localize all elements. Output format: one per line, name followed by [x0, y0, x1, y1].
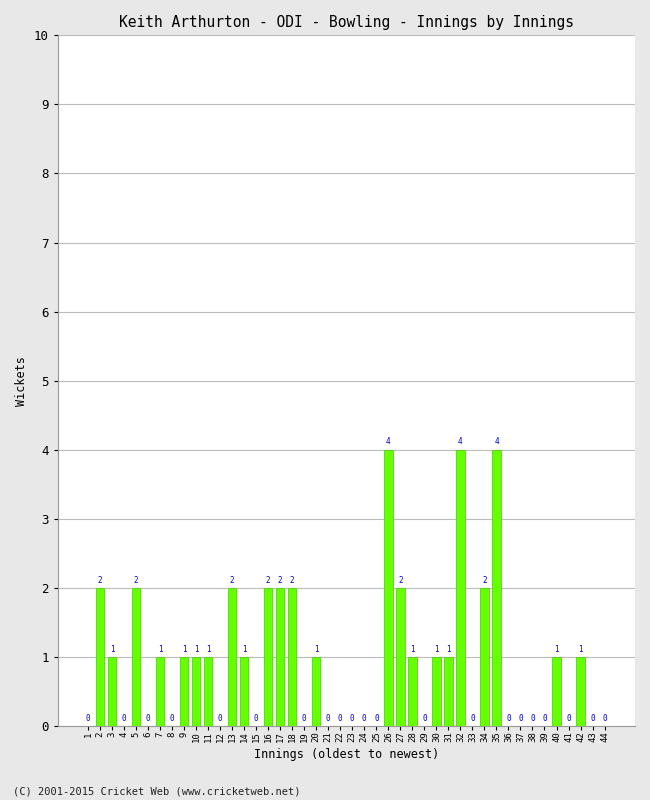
Bar — [492, 450, 500, 726]
Bar — [108, 657, 116, 726]
Text: 1: 1 — [410, 645, 415, 654]
Bar — [312, 657, 320, 726]
Text: 0: 0 — [218, 714, 222, 722]
Text: 1: 1 — [314, 645, 318, 654]
Text: 0: 0 — [374, 714, 379, 722]
Text: 0: 0 — [326, 714, 331, 722]
Text: 0: 0 — [590, 714, 595, 722]
Bar — [192, 657, 200, 726]
Text: 1: 1 — [194, 645, 198, 654]
Bar — [156, 657, 164, 726]
Text: 4: 4 — [458, 438, 463, 446]
Text: (C) 2001-2015 Cricket Web (www.cricketweb.net): (C) 2001-2015 Cricket Web (www.cricketwe… — [13, 786, 300, 796]
Text: 0: 0 — [518, 714, 523, 722]
Text: 1: 1 — [554, 645, 559, 654]
Text: 2: 2 — [98, 575, 102, 585]
Bar — [552, 657, 561, 726]
Bar — [228, 588, 237, 726]
Text: 2: 2 — [134, 575, 138, 585]
Text: 0: 0 — [470, 714, 474, 722]
Text: 1: 1 — [182, 645, 187, 654]
Text: 2: 2 — [230, 575, 235, 585]
Text: 0: 0 — [566, 714, 571, 722]
Text: 2: 2 — [290, 575, 294, 585]
Bar — [444, 657, 452, 726]
Bar — [577, 657, 585, 726]
Bar — [240, 657, 248, 726]
Bar — [96, 588, 104, 726]
Y-axis label: Wickets: Wickets — [15, 356, 28, 406]
Text: 2: 2 — [278, 575, 283, 585]
Text: 1: 1 — [446, 645, 450, 654]
Text: 2: 2 — [482, 575, 487, 585]
Title: Keith Arthurton - ODI - Bowling - Innings by Innings: Keith Arthurton - ODI - Bowling - Inning… — [119, 15, 574, 30]
Bar — [408, 657, 417, 726]
Bar — [288, 588, 296, 726]
Text: 0: 0 — [362, 714, 367, 722]
Bar — [384, 450, 393, 726]
Bar — [264, 588, 272, 726]
Text: 0: 0 — [603, 714, 607, 722]
Text: 1: 1 — [158, 645, 162, 654]
Text: 0: 0 — [86, 714, 90, 722]
Text: 0: 0 — [530, 714, 535, 722]
Bar — [456, 450, 465, 726]
Text: 1: 1 — [578, 645, 583, 654]
Bar — [432, 657, 441, 726]
Text: 0: 0 — [422, 714, 426, 722]
Text: 0: 0 — [122, 714, 126, 722]
Text: 2: 2 — [398, 575, 402, 585]
Bar — [396, 588, 404, 726]
Text: 2: 2 — [266, 575, 270, 585]
Bar — [204, 657, 213, 726]
Text: 0: 0 — [350, 714, 355, 722]
Bar — [276, 588, 285, 726]
Text: 0: 0 — [254, 714, 259, 722]
Text: 0: 0 — [146, 714, 150, 722]
Text: 1: 1 — [206, 645, 211, 654]
Text: 0: 0 — [302, 714, 307, 722]
Text: 1: 1 — [242, 645, 246, 654]
Text: 0: 0 — [338, 714, 343, 722]
Text: 0: 0 — [506, 714, 511, 722]
Bar — [132, 588, 140, 726]
Text: 0: 0 — [170, 714, 174, 722]
Bar — [480, 588, 489, 726]
Bar — [180, 657, 188, 726]
Text: 1: 1 — [110, 645, 114, 654]
X-axis label: Innings (oldest to newest): Innings (oldest to newest) — [254, 748, 439, 761]
Text: 4: 4 — [494, 438, 499, 446]
Text: 1: 1 — [434, 645, 439, 654]
Text: 0: 0 — [542, 714, 547, 722]
Text: 4: 4 — [386, 438, 391, 446]
